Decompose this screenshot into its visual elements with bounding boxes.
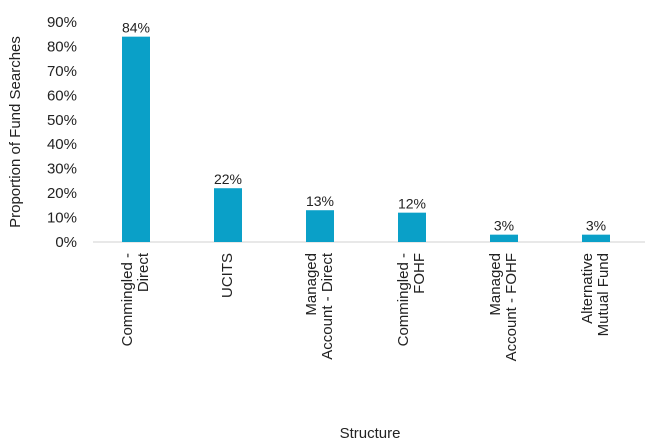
bar xyxy=(214,188,242,242)
bars xyxy=(122,36,610,242)
x-axis-title: Structure xyxy=(340,425,401,441)
data-label: 13% xyxy=(306,193,334,209)
category-labels: Commingled - Direct UCITS Managed Account - … xyxy=(119,252,612,361)
category-label: Managed Account - Direct xyxy=(303,252,336,360)
category-label-line: UCITS xyxy=(219,253,236,298)
category-label-line: Account - Direct xyxy=(319,252,336,360)
y-tick-label: 30% xyxy=(47,161,77,178)
category-label-line: Direct xyxy=(135,252,152,292)
y-tick-label: 20% xyxy=(47,185,77,202)
data-label: 84% xyxy=(122,20,150,36)
y-tick-label: 40% xyxy=(47,136,77,153)
category-label-line: Managed xyxy=(487,253,504,316)
y-tick-label: 70% xyxy=(47,63,77,80)
category-label-line: Alternative xyxy=(579,253,596,324)
category-label-line: FOHF xyxy=(411,253,428,294)
bar xyxy=(306,210,334,242)
category-label-line: Account - FOHF xyxy=(503,253,520,361)
category-label: Commingled - Direct xyxy=(119,252,152,346)
y-tick-label: 0% xyxy=(55,234,77,251)
data-label: 3% xyxy=(494,218,514,234)
y-axis-title: Proportion of Fund Searches xyxy=(7,36,24,228)
category-label-line: Managed xyxy=(303,253,320,316)
y-tick-label: 50% xyxy=(47,112,77,129)
y-tick-label: 80% xyxy=(47,38,77,55)
data-label: 3% xyxy=(586,218,606,234)
category-label: Managed Account - FOHF xyxy=(487,253,520,361)
bar xyxy=(122,36,150,242)
y-tick-label: 90% xyxy=(47,14,77,31)
category-label-line: Commingled - xyxy=(395,253,412,346)
bar xyxy=(582,234,610,242)
category-label-line: Commingled - xyxy=(119,253,136,346)
y-tick-label: 60% xyxy=(47,87,77,104)
category-label: Commingled - FOHF xyxy=(395,253,428,346)
data-label: 12% xyxy=(398,196,426,212)
category-label: UCITS xyxy=(219,253,236,298)
y-axis: 0% 10% 20% 30% 40% 50% 60% 70% 80% 90% xyxy=(47,14,77,251)
category-label-line: Mutual Fund xyxy=(595,253,612,336)
category-label: Alternative Mutual Fund xyxy=(579,253,612,336)
data-label: 22% xyxy=(214,171,242,187)
data-labels: 84% 22% 13% 12% 3% 3% xyxy=(122,20,606,234)
bar xyxy=(490,234,518,242)
y-tick-label: 10% xyxy=(47,210,77,227)
bar xyxy=(398,212,426,242)
